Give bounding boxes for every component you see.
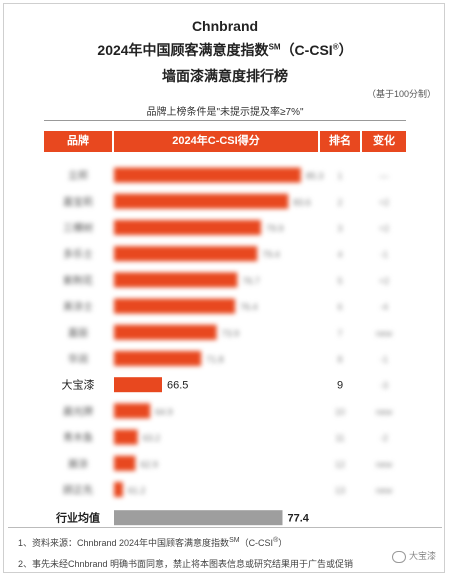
footer-usage-note: 2、事先未经Chnbrand 明确书面同意，禁止将本图表信息或研究结果用于广告或… <box>18 559 354 569</box>
change-label: new <box>376 459 393 469</box>
score-bar <box>114 193 289 209</box>
rank-label: 13 <box>335 486 345 496</box>
score-label: 61.2 <box>128 486 146 496</box>
change-label: +2 <box>379 197 389 207</box>
title-index-prefix: 2024年中国顾客满意度指数 <box>97 42 269 58</box>
rank-label: 5 <box>337 276 342 286</box>
change-label: -3 <box>380 381 388 391</box>
rank-label: 3 <box>337 224 342 234</box>
rank-label: 7 <box>337 328 342 338</box>
header-rank: 排名 <box>320 131 360 152</box>
brand-label: 嘉宝莉 <box>63 195 93 208</box>
brand-label: 顾正先 <box>63 485 93 497</box>
title-index-end: ） <box>338 42 353 58</box>
watermark: 大宝漆 <box>391 549 436 563</box>
brand-label: 紫荆花 <box>63 274 93 287</box>
brand-label: 立邦 <box>68 169 88 182</box>
header-score: 2024年C-CSI得分 <box>114 131 318 152</box>
chart-frame <box>3 3 445 573</box>
score-label: 76.4 <box>240 302 258 312</box>
title-registered-mark: ® <box>332 42 339 52</box>
change-label: -4 <box>380 302 388 312</box>
average-value-label: 77.4 <box>287 513 309 525</box>
score-bar <box>114 246 258 262</box>
score-label: 63.2 <box>143 433 161 443</box>
score-bar <box>114 298 236 314</box>
score-bar <box>114 351 202 366</box>
score-bar <box>114 324 217 340</box>
change-label: +2 <box>379 224 389 234</box>
score-label: 83.6 <box>293 197 311 207</box>
footer-source-mid: （C-CSI <box>239 538 274 548</box>
title-index-suffix: （C-CSI <box>280 42 333 58</box>
brand-label: 晨光牌 <box>63 405 93 418</box>
brand-label: 展涂 <box>68 457 88 470</box>
change-label: new <box>376 407 393 417</box>
brand-label: 嘉丽 <box>68 326 88 339</box>
score-label: 76.7 <box>242 276 260 286</box>
rank-label: 11 <box>335 433 344 443</box>
rank-label: 2 <box>337 197 342 207</box>
change-label: +2 <box>379 276 389 286</box>
footer-source-end: ） <box>278 538 288 548</box>
score-label: 64.9 <box>155 407 173 417</box>
score-bar <box>114 482 123 497</box>
wechat-icon <box>391 550 406 563</box>
change-label: -2 <box>380 433 388 443</box>
change-label: -1 <box>380 355 388 365</box>
score-bar <box>114 167 301 183</box>
score-basis-note: （基于100分制） <box>366 89 436 99</box>
rank-label: 8 <box>337 355 342 365</box>
change-label: -1 <box>380 250 388 260</box>
score-label: 66.5 <box>167 380 188 392</box>
brand-label: 三棵树 <box>63 222 93 235</box>
footer-divider <box>8 527 442 528</box>
header-change: 变化 <box>362 131 406 152</box>
rank-label: 4 <box>337 250 342 260</box>
change-label: — <box>380 171 389 181</box>
condition-divider <box>44 120 406 121</box>
brand-label: 华润 <box>68 353 88 366</box>
watermark-text: 大宝漆 <box>408 551 436 561</box>
rank-label: 6 <box>337 302 342 312</box>
score-bar <box>114 403 151 419</box>
rank-label: 1 <box>337 171 342 181</box>
header-brand: 品牌 <box>44 131 112 152</box>
score-label: 85.3 <box>306 171 324 181</box>
chart-title-brand: Chnbrand <box>191 18 259 34</box>
score-label: 73.9 <box>222 328 240 338</box>
change-label: new <box>376 486 393 496</box>
chart-title-index: 2024年中国顾客满意度指数SM（C-CSI®） <box>0 40 450 60</box>
brand-label: 美涂士 <box>63 300 93 313</box>
score-label: 62.9 <box>140 459 158 469</box>
average-label: 行业均值 <box>55 511 100 525</box>
average-bar <box>114 510 283 526</box>
score-bar <box>114 455 136 471</box>
title-sm-mark: SM <box>268 42 281 52</box>
footer-source-note: 1、资料来源：Chnbrand 2024年中国顾客满意度指数SM（C-CSI®） <box>18 536 287 549</box>
score-label: 79.4 <box>262 250 280 260</box>
chart-title-category: 墙面漆满意度排行榜 <box>162 68 288 84</box>
footer-registered-mark: ® <box>273 537 279 544</box>
score-bar <box>114 429 138 445</box>
footer-source-prefix: 1、资料来源：Chnbrand 2024年中国顾客满意度指数 <box>18 538 230 548</box>
brand-label: 大宝漆 <box>62 378 95 392</box>
score-label: 79.9 <box>266 224 284 234</box>
brand-label: 青木鱼 <box>63 431 93 444</box>
listing-condition: 品牌上榜条件是"未提示提及率≥7%" <box>146 107 304 118</box>
score-bar <box>114 220 261 235</box>
rank-label: 10 <box>335 407 345 417</box>
score-bar <box>114 377 162 393</box>
score-label: 71.8 <box>206 355 224 365</box>
score-bar <box>114 272 238 288</box>
change-label: new <box>376 328 393 338</box>
rank-label: 12 <box>335 459 345 469</box>
footer-sm-mark: SM <box>229 537 240 544</box>
rank-label: 9 <box>337 380 343 392</box>
brand-label: 多乐士 <box>63 248 93 261</box>
